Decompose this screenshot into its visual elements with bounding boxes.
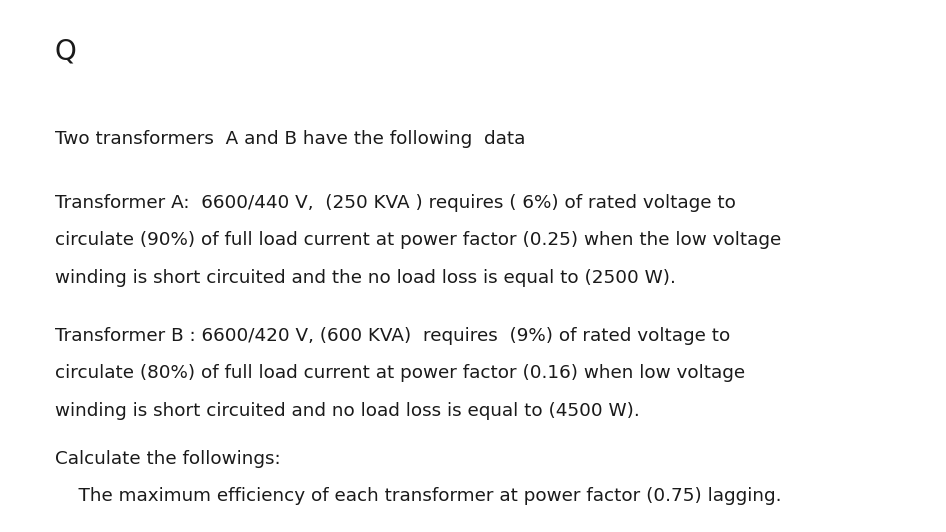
Text: Transformer A:  6600/440 V,  (250 KVA ) requires ( 6%) of rated voltage to: Transformer A: 6600/440 V, (250 KVA ) re… (55, 194, 736, 212)
Text: circulate (80%) of full load current at power factor (0.16) when low voltage: circulate (80%) of full load current at … (55, 364, 745, 383)
Text: Q: Q (55, 37, 77, 65)
Text: winding is short circuited and no load loss is equal to (4500 W).: winding is short circuited and no load l… (55, 402, 639, 420)
Text: Calculate the followings:: Calculate the followings: (55, 450, 281, 468)
Text: Two transformers  A and B have the following  data: Two transformers A and B have the follow… (55, 130, 525, 148)
Text: The maximum efficiency of each transformer at power factor (0.75) lagging.: The maximum efficiency of each transform… (55, 487, 781, 505)
Text: Transformer B : 6600/420 V, (600 KVA)  requires  (9%) of rated voltage to: Transformer B : 6600/420 V, (600 KVA) re… (55, 327, 730, 345)
Text: circulate (90%) of full load current at power factor (0.25) when the low voltage: circulate (90%) of full load current at … (55, 231, 781, 250)
Text: winding is short circuited and the no load loss is equal to (2500 W).: winding is short circuited and the no lo… (55, 269, 675, 287)
